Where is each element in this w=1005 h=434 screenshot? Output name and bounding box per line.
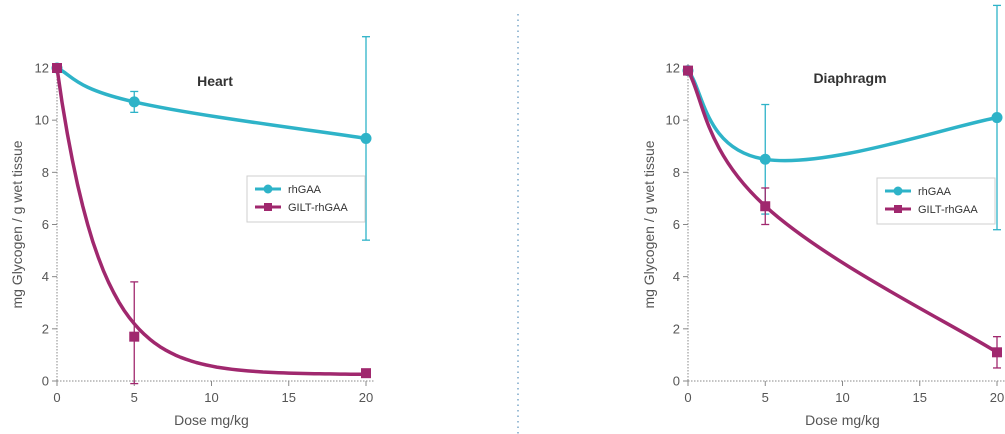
legend-marker bbox=[893, 186, 903, 196]
y-tick-label: 8 bbox=[42, 165, 49, 180]
y-tick-label: 8 bbox=[673, 165, 680, 180]
series-gilt-rhgaa bbox=[52, 63, 371, 385]
x-tick-label: 20 bbox=[359, 390, 373, 405]
y-tick-label: 2 bbox=[42, 321, 49, 336]
data-point bbox=[360, 132, 372, 144]
series-line-rhgaa bbox=[686, 68, 999, 163]
legend-box bbox=[246, 175, 366, 223]
series-line-gilt-rhgaa bbox=[55, 66, 368, 377]
x-axis-title: Dose mg/kg bbox=[805, 412, 880, 428]
series-rhgaa bbox=[682, 4, 1003, 231]
x-tick-label: 10 bbox=[835, 390, 849, 405]
y-tick-label: 0 bbox=[673, 374, 680, 389]
data-point bbox=[52, 63, 62, 73]
chart-title: Heart bbox=[197, 73, 233, 89]
chart-title: Diaphragm bbox=[813, 70, 886, 86]
series-gilt-rhgaa bbox=[683, 65, 1002, 369]
x-tick-label: 10 bbox=[204, 390, 218, 405]
legend-label: GILT-rhGAA bbox=[918, 204, 978, 216]
y-tick-label: 10 bbox=[35, 113, 49, 128]
legend-label: rhGAA bbox=[288, 184, 322, 196]
y-axis-title: mg Glycogen / g wet tissue bbox=[9, 140, 25, 308]
x-tick-label: 0 bbox=[684, 390, 691, 405]
heart-chart: 0 2 4 6 8 10 12 0 5 10 15 20 Dose mg/kg mg Glycogen /… bbox=[9, 36, 374, 428]
legend-label: rhGAA bbox=[918, 186, 952, 198]
data-point bbox=[129, 331, 140, 342]
y-tick-label: 2 bbox=[673, 321, 680, 336]
series-line-gilt-rhgaa bbox=[686, 68, 999, 355]
y-tick-label: 6 bbox=[673, 217, 680, 232]
y-tick-label: 4 bbox=[673, 269, 680, 284]
data-point bbox=[683, 65, 693, 76]
y-tick-label: 12 bbox=[666, 61, 680, 76]
y-tick-label: 12 bbox=[35, 61, 49, 76]
data-point bbox=[128, 96, 140, 108]
series-line-rhgaa bbox=[55, 66, 368, 141]
y-tick-label: 10 bbox=[666, 113, 680, 128]
x-axis-title: Dose mg/kg bbox=[174, 412, 249, 428]
x-tick-label: 15 bbox=[913, 390, 927, 405]
legend-label: GILT-rhGAA bbox=[288, 202, 348, 214]
y-tick-label: 0 bbox=[42, 374, 49, 389]
y-tick-label: 4 bbox=[42, 269, 49, 284]
legend-marker bbox=[263, 184, 273, 194]
x-tick-label: 5 bbox=[762, 390, 769, 405]
y-tick-label: 6 bbox=[42, 217, 49, 232]
data-point bbox=[991, 112, 1003, 124]
legend-marker bbox=[894, 205, 902, 213]
x-tick-label: 20 bbox=[990, 390, 1004, 405]
data-point bbox=[992, 347, 1002, 358]
y-axis-title: mg Glycogen / g wet tissue bbox=[641, 140, 657, 308]
legend-box bbox=[876, 177, 996, 225]
legend: rhGAA GILT-rhGAA bbox=[876, 177, 996, 225]
data-point bbox=[760, 201, 771, 212]
x-tick-label: 5 bbox=[131, 390, 138, 405]
legend: rhGAA GILT-rhGAA bbox=[246, 175, 366, 223]
legend-marker bbox=[264, 203, 272, 211]
x-tick-label: 0 bbox=[53, 390, 60, 405]
data-point bbox=[361, 368, 371, 379]
diaphragm-chart: 0 2 4 6 8 10 12 0 5 10 15 20 Dose mg/kg mg Glycogen /… bbox=[641, 4, 1005, 428]
data-point bbox=[759, 153, 771, 165]
x-tick-label: 15 bbox=[282, 390, 296, 405]
